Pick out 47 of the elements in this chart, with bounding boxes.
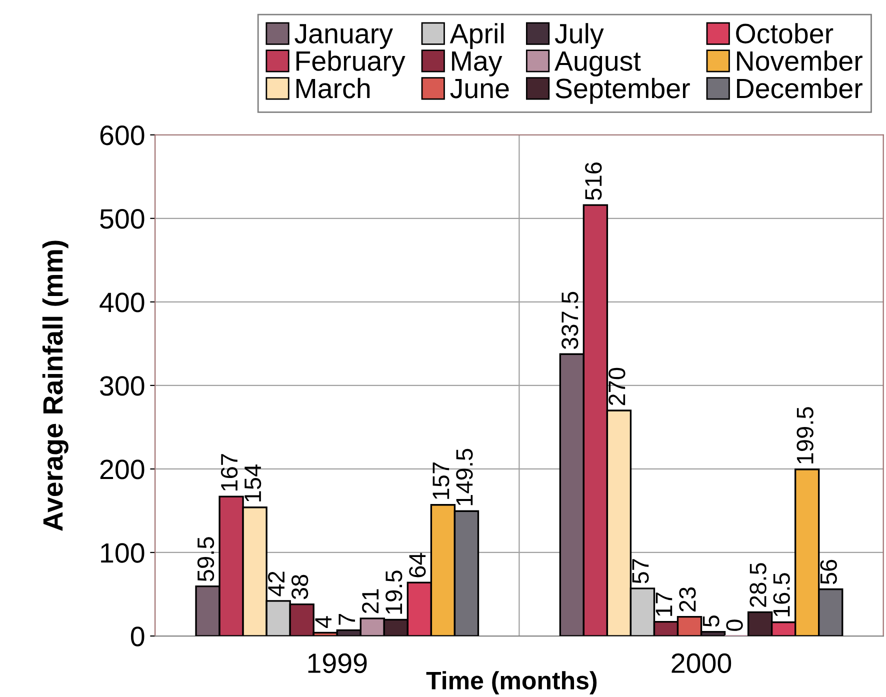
data-label: 337.5 <box>562 292 578 350</box>
y-tick-label: 300 <box>100 376 144 396</box>
y-tick-label: 400 <box>100 292 144 312</box>
data-label: 270 <box>608 368 626 406</box>
legend-label: January <box>294 24 393 49</box>
data-label: 0 <box>726 620 743 631</box>
legend-label: April <box>450 23 504 49</box>
data-label: 16.5 <box>773 573 790 616</box>
legend-label: February <box>296 50 406 76</box>
data-label: 149.5 <box>456 448 473 506</box>
x-axis-title: Time (months) <box>426 671 597 694</box>
y-axis-title: Average Rainfall (mm) <box>42 240 68 531</box>
data-label: 64 <box>409 552 426 578</box>
data-label: 42 <box>268 572 284 596</box>
data-label: 7 <box>338 614 355 625</box>
data-label: 157 <box>432 462 450 499</box>
data-label: 56 <box>820 560 837 584</box>
legend-label: October <box>736 23 834 44</box>
data-label: 17 <box>656 592 672 616</box>
data-label: 38 <box>291 574 308 600</box>
x-tick-label: 1999 <box>308 653 367 674</box>
y-tick-label: 0 <box>130 626 144 646</box>
data-label: 4 <box>315 616 332 628</box>
legend-label: June <box>450 78 509 98</box>
data-label: 516 <box>585 162 602 200</box>
legend-label: March <box>296 78 370 98</box>
legend-label: September <box>556 78 690 104</box>
data-label: 57 <box>632 559 649 584</box>
y-tick-label: 600 <box>100 126 144 146</box>
y-tick-label: 200 <box>100 460 144 480</box>
legend-label: August <box>554 52 641 76</box>
legend-label: May <box>452 52 502 76</box>
data-label: 59.5 <box>197 537 214 582</box>
data-label: 199.5 <box>796 407 814 464</box>
data-label: 23 <box>679 587 696 612</box>
y-tick-label: 100 <box>101 543 144 563</box>
y-tick-label: 500 <box>100 209 144 229</box>
legend-label: July <box>554 23 604 49</box>
data-label: 28.5 <box>750 563 766 607</box>
x-tick-label: 2000 <box>672 653 732 674</box>
data-label: 154 <box>244 464 262 502</box>
legend-label: December <box>737 78 862 98</box>
data-label: 19.5 <box>386 570 402 614</box>
data-label: 167 <box>220 454 238 491</box>
data-label: 5 <box>702 616 720 627</box>
data-label: 21 <box>362 589 379 614</box>
legend-label: November <box>737 50 862 71</box>
